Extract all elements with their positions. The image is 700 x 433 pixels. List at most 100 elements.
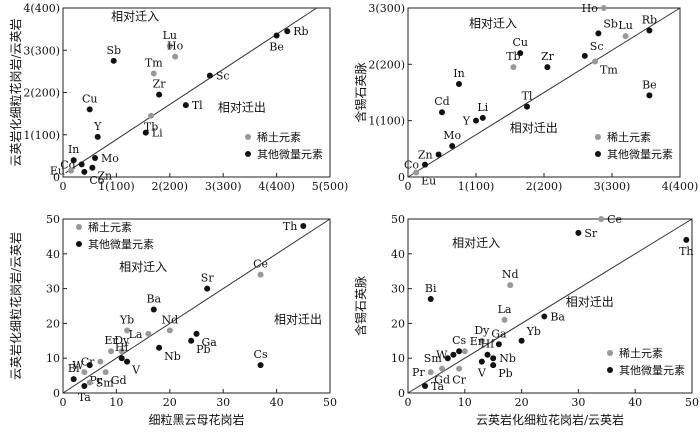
x-tick-label: 20 [515,396,529,409]
point-label: V [131,364,141,377]
y-tick-label: 4(400) [23,2,60,15]
data-point-dy [118,348,125,355]
y-tick-label: 40 [391,248,405,261]
point-label: Tm [145,56,163,69]
point-label: Sr [584,227,598,240]
x-tick-label: 2(200) [526,180,563,193]
point-label: Be [269,40,284,53]
data-point-ga [193,330,200,337]
data-point-y [473,117,479,124]
point-label: Zr [153,78,167,91]
data-point-la [145,330,152,337]
y-tick-label: 10 [391,352,405,365]
y-tick-label: 50 [46,213,60,226]
data-point-ho [600,5,607,11]
data-point-nb [490,355,497,362]
data-point-tb [148,112,155,119]
point-label: Rb [642,14,657,27]
data-point-ga [495,341,502,348]
data-point-sr [575,229,582,236]
region-annotation: 相对迁出 [218,101,266,115]
data-point-v [478,358,485,365]
data-point-eu [68,167,75,174]
data-point-cd [439,109,445,116]
data-point-eu [413,169,420,176]
data-point-nd [166,327,173,334]
data-point-mo [92,154,99,161]
data-point-cr [97,358,104,365]
y-tick-label: 20 [391,317,405,330]
data-point-lu [166,43,173,50]
point-label: Th [283,220,297,233]
y-axis-label: 云英岩化细粒花岗岩/云英岩 [8,18,23,166]
x-tick-label: 50 [323,396,337,409]
point-label: Rb [293,25,308,38]
point-label: Zn [418,148,433,161]
point-label: Zr [541,50,555,63]
region-annotation: 相对迁出 [274,312,322,326]
x-tick-label: 10 [109,396,123,409]
point-label: Y [462,115,471,128]
legend-label: 稀土元素 [607,131,651,144]
data-point-sm [444,355,451,362]
point-label: Th [679,245,693,258]
y-tick-label: 3(300) [368,2,405,15]
data-point-v [124,358,131,365]
point-label: Ce [607,213,622,226]
data-point-sc [581,52,588,59]
legend-label: 其他微量元素 [257,147,323,161]
y-tick-label: 1(100) [23,129,60,142]
data-point-rb [284,28,291,35]
data-point-nb [156,344,163,351]
point-label: Nb [499,352,516,365]
data-point-cs [257,362,264,369]
data-point-li [142,129,149,136]
point-label: Ga [491,327,507,340]
point-label: Nd [161,313,178,326]
data-point-tm [150,70,157,77]
data-point-ce [257,271,264,278]
x-tick-label: 4(400) [662,180,699,193]
data-point-sr [204,285,211,292]
point-label: Ga [202,336,218,349]
data-point-tb [510,64,517,71]
chart-b: 0 1(100) 2(200) 3(300) 4(400) 0 1(100) 2(200) 3(… [353,2,698,193]
data-point-cr [456,365,463,372]
x-tick-label: 0 [405,396,412,409]
point-label: Bi [425,282,437,295]
point-label: Sb [106,44,121,57]
point-label: Bi [68,362,80,375]
point-label: Tl [192,99,203,112]
data-point-tl [524,103,530,110]
data-point-li [479,114,486,121]
point-label: Tm [600,64,618,77]
y-tick-label: 30 [46,283,60,296]
y-tick-label: 0 [398,387,405,400]
y-tick-label: 2(200) [23,87,60,100]
x-tick-label: 4(400) [258,180,295,193]
point-label: Mo [443,129,461,142]
point-label: Eu [50,165,65,178]
x-tick-label: 1(100) [458,180,495,193]
x-tick-label: 30 [571,396,585,409]
region-annotation: 相对迁入 [452,236,500,250]
data-point-ba [541,313,548,320]
y-tick-label: 0 [53,171,60,184]
data-point-pb [490,362,497,369]
region-annotation: 相对迁出 [510,121,558,135]
legend-label: 其他微量元素 [88,237,154,251]
x-axis-label: 细粒黑云母花岗岩 [148,412,244,427]
point-label: V [477,367,487,380]
x-tick-label: 30 [216,396,230,409]
legend-label: 稀土元素 [257,131,301,144]
data-point-hf [118,355,125,362]
data-point-gd [102,369,109,376]
data-point-mo [449,143,456,150]
point-label: Y [93,120,102,133]
y-axis-label: 含锡石英脉 [353,62,368,122]
region-annotation: 相对迁入 [111,10,159,24]
data-point-be [646,92,653,99]
point-label: Sm [96,377,115,390]
x-tick-label: 40 [628,396,642,409]
